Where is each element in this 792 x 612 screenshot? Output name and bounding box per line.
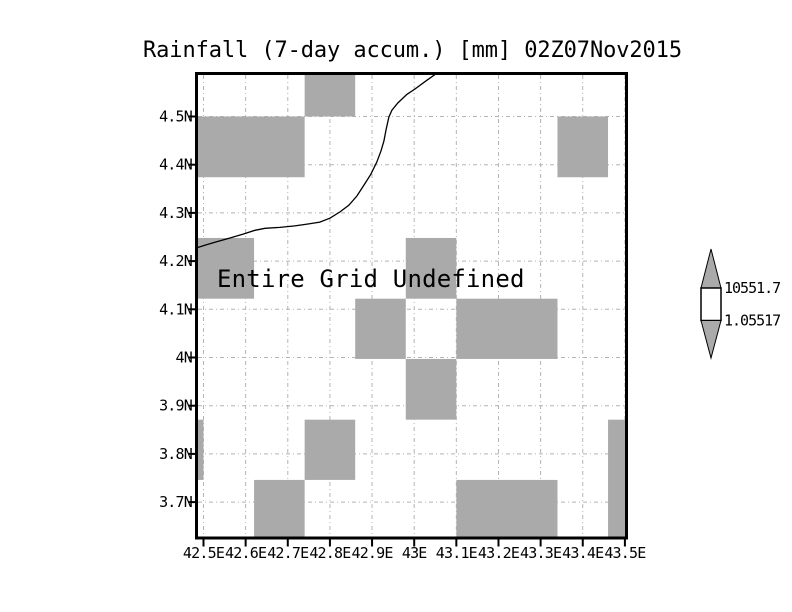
x-tick-label: 42.5E	[183, 544, 225, 562]
y-tick-label: 4.3N	[159, 204, 193, 222]
x-axis-ticks	[202, 539, 626, 547]
undefined-cell	[405, 358, 457, 420]
y-tick-label: 4.1N	[159, 300, 193, 318]
map-frame	[195, 72, 628, 540]
colorbar-min-label: 1.05517	[724, 312, 780, 330]
x-tick-label: 43.4E	[562, 544, 604, 562]
x-tick-label: 42.9E	[351, 544, 393, 562]
x-axis-tick-labels: 42.5E 42.6E 42.7E 42.8E 42.9E 43E 43.1E 43.2E 43…	[183, 544, 647, 562]
undefined-cell	[304, 75, 356, 117]
colorbar-max-label: 10551.7	[724, 279, 780, 297]
colorbar-up-arrow	[700, 248, 722, 289]
undefined-grid-cells	[198, 75, 625, 537]
y-axis-tick-labels: 4.5N 4.4N 4.3N 4.2N 4.1N 4N 3.9N 3.8N 3.7N	[159, 108, 193, 512]
colorbar: 10551.7 1.05517	[700, 248, 781, 360]
y-tick-label: 4N	[176, 349, 193, 367]
y-tick-label: 3.7N	[159, 493, 193, 511]
undefined-cell	[355, 298, 406, 359]
undefined-cell	[557, 116, 609, 178]
y-axis-ticks	[188, 115, 195, 504]
plot-title: Rainfall (7-day accum.) [mm] 02Z07Nov201…	[143, 38, 682, 63]
x-tick-label: 43E	[402, 544, 427, 562]
x-tick-label: 43.3E	[520, 544, 562, 562]
colorbar-down-arrow	[700, 320, 722, 360]
undefined-cell	[198, 419, 204, 480]
undefined-cell	[608, 419, 625, 537]
x-tick-label: 43.2E	[478, 544, 520, 562]
undefined-cell	[198, 237, 255, 299]
undefined-cell	[405, 237, 457, 299]
undefined-cell	[198, 116, 305, 178]
x-tick-label: 42.6E	[225, 544, 267, 562]
y-tick-label: 4.5N	[159, 108, 193, 126]
x-tick-label: 43.5E	[604, 544, 646, 562]
undefined-grid-message: Entire Grid Undefined	[217, 265, 525, 293]
y-tick-label: 4.2N	[159, 252, 193, 270]
y-tick-label: 3.9N	[159, 397, 193, 415]
y-tick-label: 4.4N	[159, 156, 193, 174]
undefined-cell	[254, 479, 305, 537]
x-tick-label: 43.1E	[436, 544, 478, 562]
coastline	[195, 72, 438, 249]
colorbar-box	[700, 287, 722, 322]
undefined-cell	[304, 419, 356, 480]
undefined-cell	[456, 479, 558, 537]
y-tick-label: 3.8N	[159, 445, 193, 463]
x-tick-label: 42.8E	[309, 544, 351, 562]
undefined-cell	[456, 298, 558, 359]
x-tick-label: 42.7E	[267, 544, 309, 562]
